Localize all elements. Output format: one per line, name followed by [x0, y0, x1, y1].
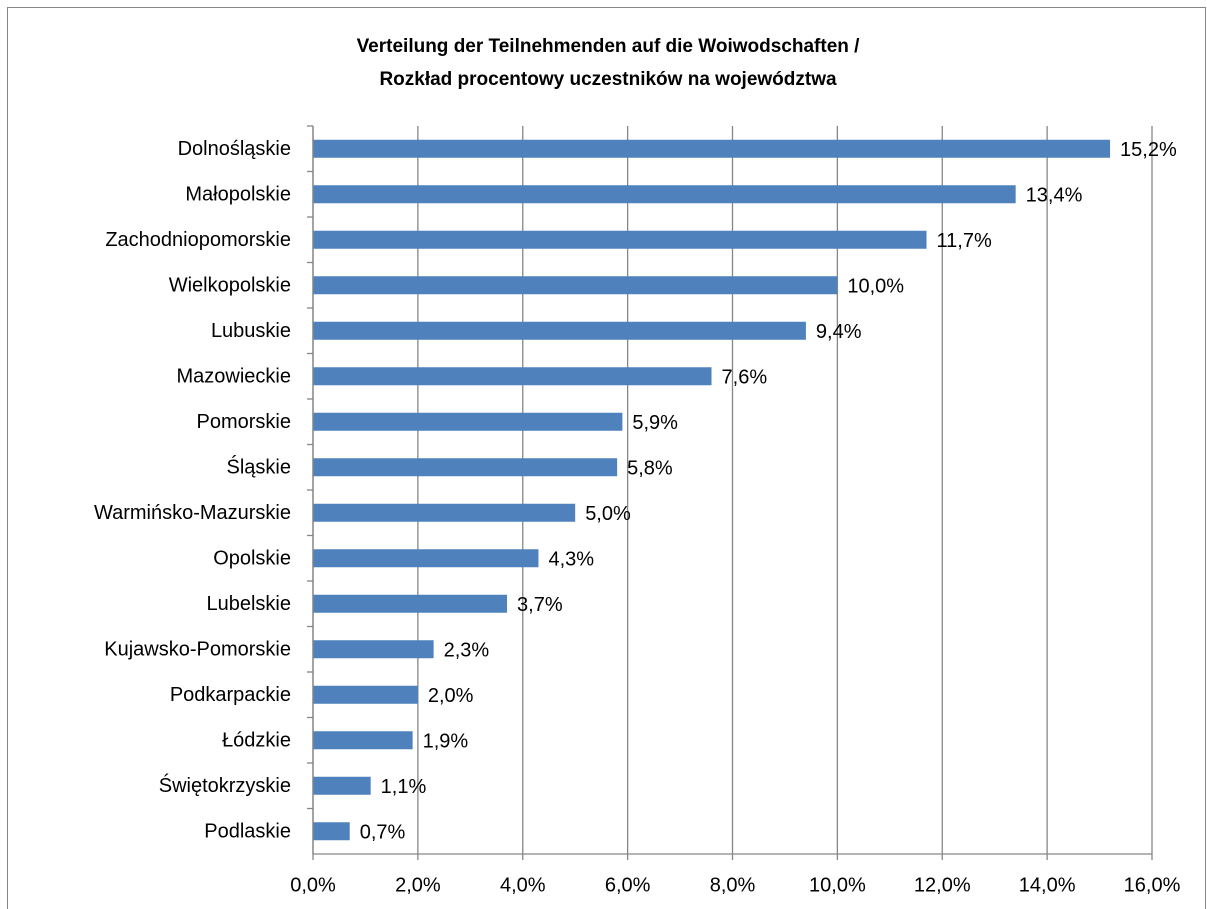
y-tick-label: Dolnośląskie: [178, 138, 291, 160]
data-label: 5,8%: [627, 458, 673, 480]
y-tick-label: Opolskie: [213, 548, 291, 570]
y-tick-label: Śląskie: [227, 455, 291, 479]
bar: [313, 276, 838, 295]
bar: [313, 185, 1016, 204]
y-tick-label: Pomorskie: [197, 411, 291, 433]
bar: [313, 731, 413, 750]
data-label: 3,7%: [517, 594, 563, 616]
bar: [313, 594, 508, 613]
bar: [313, 640, 434, 659]
bar: [313, 367, 712, 386]
x-tick-label: 8,0%: [710, 874, 756, 896]
bar: [313, 822, 350, 841]
chart-title: Verteilung der Teilnehmenden auf die Woi…: [357, 36, 861, 57]
chart-title: Rozkład procentowy uczestników na wojewó…: [379, 69, 837, 90]
y-tick-label: Warmińsko-Mazurskie: [94, 502, 291, 524]
x-tick-label: 16,0%: [1124, 874, 1181, 896]
y-tick-label: Lubuskie: [211, 320, 291, 342]
y-tick-label: Świętokrzyskie: [159, 773, 291, 797]
x-tick-label: 2,0%: [395, 874, 441, 896]
data-label: 15,2%: [1120, 139, 1177, 161]
bar: [313, 321, 806, 340]
bar: [313, 685, 418, 704]
bar: [313, 458, 618, 477]
x-tick-label: 4,0%: [500, 874, 546, 896]
y-tick-label: Podlaskie: [204, 821, 291, 843]
bar: [313, 503, 576, 522]
data-label: 9,4%: [816, 321, 862, 343]
data-label: 4,3%: [548, 549, 594, 571]
y-tick-label: Lubelskie: [206, 593, 291, 615]
bar: [313, 549, 539, 568]
y-tick-label: Zachodniopomorskie: [105, 229, 291, 251]
y-tick-label: Podkarpackie: [170, 684, 291, 706]
data-label: 5,9%: [632, 412, 678, 434]
x-tick-label: 10,0%: [809, 874, 866, 896]
x-tick-label: 6,0%: [605, 874, 651, 896]
y-tick-label: Małopolskie: [185, 184, 291, 206]
bar: [313, 776, 371, 795]
data-label: 11,7%: [937, 230, 992, 252]
y-tick-label: Kujawsko-Pomorskie: [104, 639, 291, 661]
data-label: 2,0%: [428, 685, 474, 707]
x-tick-label: 14,0%: [1019, 874, 1076, 896]
bar: [313, 139, 1111, 158]
data-label: 7,6%: [722, 367, 768, 389]
data-label: 13,4%: [1026, 185, 1083, 207]
data-label: 10,0%: [847, 276, 904, 298]
y-tick-label: Wielkopolskie: [169, 275, 291, 297]
y-tick-label: Mazowieckie: [177, 366, 291, 388]
data-label: 1,1%: [381, 776, 427, 798]
data-label: 0,7%: [360, 822, 406, 844]
x-tick-label: 0,0%: [290, 874, 336, 896]
bar: [313, 230, 927, 249]
data-label: 5,0%: [585, 503, 631, 525]
x-tick-label: 12,0%: [914, 874, 971, 896]
bar: [313, 412, 623, 431]
data-label: 1,9%: [423, 731, 469, 753]
y-tick-label: Łódzkie: [222, 730, 291, 752]
data-label: 2,3%: [444, 640, 490, 662]
